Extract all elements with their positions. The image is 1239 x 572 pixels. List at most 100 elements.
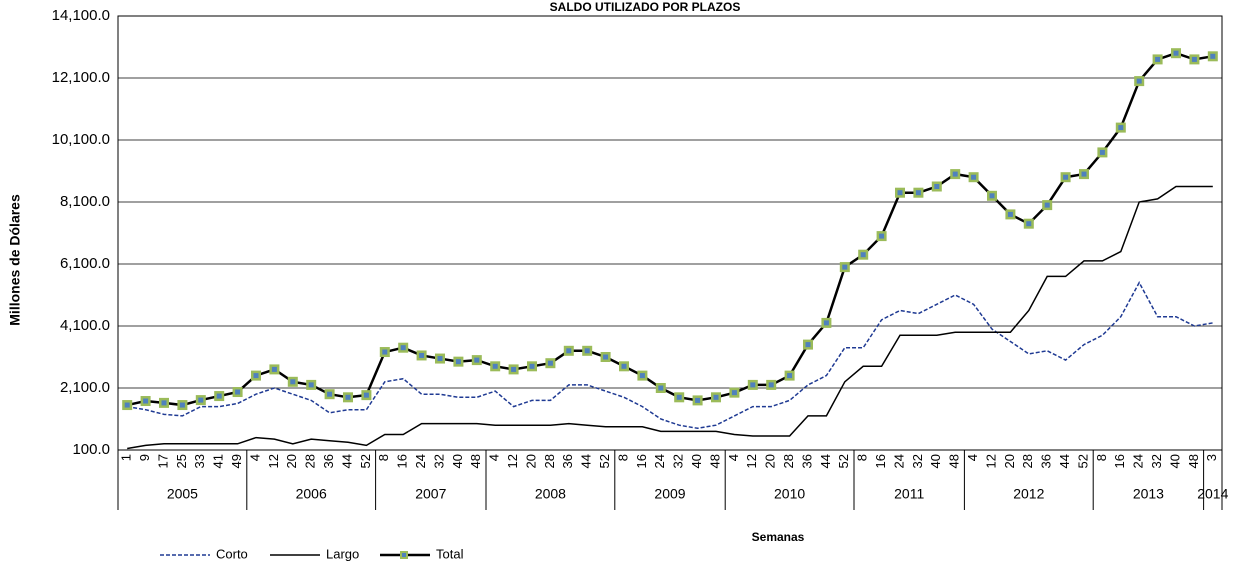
x-tick-label: 1 bbox=[119, 454, 134, 461]
x-tick-label: 17 bbox=[155, 454, 170, 468]
marker-center bbox=[952, 171, 958, 177]
x-tick-label: 52 bbox=[1075, 454, 1090, 468]
marker-center bbox=[1026, 221, 1032, 227]
marker-center bbox=[603, 354, 609, 360]
x-tick-label: 12 bbox=[983, 454, 998, 468]
x-tick-label: 48 bbox=[1186, 454, 1201, 468]
x-tick-label: 16 bbox=[1112, 454, 1127, 468]
marker-center bbox=[768, 382, 774, 388]
x-tick-label: 44 bbox=[339, 454, 354, 468]
year-label: 2013 bbox=[1133, 486, 1164, 502]
x-tick-label: 36 bbox=[560, 454, 575, 468]
x-tick-label: 20 bbox=[1002, 454, 1017, 468]
plot-frame bbox=[117, 15, 1223, 451]
y-tick-label: 100.0 bbox=[72, 441, 110, 458]
x-tick-label: 32 bbox=[431, 454, 446, 468]
x-tick-label: 32 bbox=[671, 454, 686, 468]
marker-center bbox=[750, 382, 756, 388]
marker-center bbox=[787, 373, 793, 379]
x-tick-label: 8 bbox=[855, 454, 870, 461]
x-tick-label: 8 bbox=[1094, 454, 1109, 461]
y-tick-label: 2,100.0 bbox=[60, 379, 110, 396]
x-tick-label: 28 bbox=[303, 454, 318, 468]
x-tick-label: 36 bbox=[799, 454, 814, 468]
series-line bbox=[127, 281, 1213, 430]
x-tick-label: 4 bbox=[247, 454, 262, 461]
marker-center bbox=[327, 391, 333, 397]
marker-center bbox=[639, 373, 645, 379]
x-tick-label: 49 bbox=[229, 454, 244, 468]
year-label: 2014 bbox=[1197, 486, 1228, 502]
marker-center bbox=[511, 366, 517, 372]
x-tick-label: 3 bbox=[1204, 454, 1219, 461]
x-tick-label: 24 bbox=[1131, 454, 1146, 468]
series-line bbox=[127, 185, 1213, 450]
y-tick-label: 14,100.0 bbox=[52, 7, 110, 24]
marker-center bbox=[713, 394, 719, 400]
marker-center bbox=[1136, 78, 1142, 84]
x-tick-label: 36 bbox=[1039, 454, 1054, 468]
x-tick-label: 48 bbox=[468, 454, 483, 468]
x-tick-label: 33 bbox=[192, 454, 207, 468]
x-tick-label: 40 bbox=[450, 454, 465, 468]
marker-center bbox=[805, 342, 811, 348]
x-tick-label: 25 bbox=[174, 454, 189, 468]
x-tick-label: 16 bbox=[873, 454, 888, 468]
marker-center bbox=[823, 320, 829, 326]
chart-title: SALDO UTILIZADO POR PLAZOS bbox=[550, 0, 741, 14]
marker-center bbox=[1063, 174, 1069, 180]
marker-center bbox=[658, 385, 664, 391]
marker-center bbox=[124, 402, 130, 408]
x-tick-label: 16 bbox=[634, 454, 649, 468]
x-tick-label: 12 bbox=[266, 454, 281, 468]
x-tick-label: 36 bbox=[321, 454, 336, 468]
marker-center bbox=[290, 379, 296, 385]
marker-center bbox=[216, 393, 222, 399]
marker-center bbox=[584, 348, 590, 354]
x-tick-label: 40 bbox=[1167, 454, 1182, 468]
y-axis-label: Millones de Dólares bbox=[7, 194, 23, 326]
x-tick-label: 40 bbox=[689, 454, 704, 468]
x-tick-label: 12 bbox=[744, 454, 759, 468]
legend-label: Total bbox=[436, 546, 464, 561]
x-tick-label: 40 bbox=[928, 454, 943, 468]
legend-label: Largo bbox=[326, 546, 359, 561]
x-tick-label: 48 bbox=[707, 454, 722, 468]
marker-center bbox=[860, 252, 866, 258]
y-tick-label: 12,100.0 bbox=[52, 69, 110, 86]
marker-center bbox=[934, 184, 940, 189]
y-tick-label: 6,100.0 bbox=[60, 255, 110, 272]
x-tick-label: 20 bbox=[284, 454, 299, 468]
x-tick-label: 48 bbox=[947, 454, 962, 468]
marker-center bbox=[179, 402, 185, 408]
marker-center bbox=[253, 373, 259, 379]
marker-center bbox=[271, 366, 277, 372]
x-tick-label: 8 bbox=[615, 454, 630, 461]
marker-center bbox=[1191, 56, 1197, 62]
x-tick-label: 8 bbox=[376, 454, 391, 461]
x-tick-label: 41 bbox=[211, 454, 226, 468]
marker-center bbox=[345, 394, 351, 400]
x-tick-label: 4 bbox=[726, 454, 741, 461]
marker-center bbox=[897, 190, 903, 196]
year-label: 2012 bbox=[1013, 486, 1044, 502]
x-tick-label: 44 bbox=[818, 454, 833, 468]
marker-center bbox=[1044, 202, 1050, 208]
marker-center bbox=[529, 363, 535, 369]
marker-center bbox=[1210, 53, 1216, 59]
marker-center bbox=[1007, 211, 1013, 217]
y-tick-label: 8,100.0 bbox=[60, 193, 110, 210]
marker-center bbox=[989, 193, 995, 199]
year-label: 2006 bbox=[296, 486, 327, 502]
year-label: 2010 bbox=[774, 486, 805, 502]
year-label: 2007 bbox=[415, 486, 446, 502]
x-tick-label: 20 bbox=[523, 454, 538, 468]
year-label: 2009 bbox=[654, 486, 685, 502]
marker-center bbox=[492, 363, 498, 369]
x-tick-label: 28 bbox=[1020, 454, 1035, 468]
marker-center bbox=[842, 264, 848, 270]
marker-center bbox=[621, 363, 627, 369]
x-axis-label: Semanas bbox=[752, 530, 805, 544]
marker-center bbox=[1155, 56, 1161, 62]
marker-center bbox=[198, 397, 204, 403]
